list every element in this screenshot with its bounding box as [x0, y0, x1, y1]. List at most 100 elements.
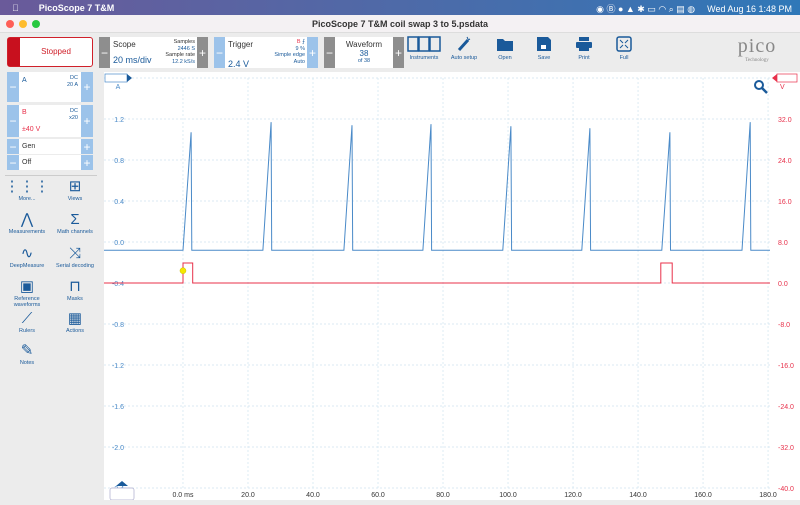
sidebar-item-label: More...: [18, 196, 35, 202]
left-axis-scale-box[interactable]: [105, 74, 127, 82]
app-menu[interactable]: PicoScope 7 T&M: [39, 3, 115, 13]
full-button[interactable]: Full: [604, 36, 644, 61]
save-label: Save: [538, 55, 551, 61]
sidebar-item-actions[interactable]: ▦Actions: [52, 310, 98, 334]
gen-state[interactable]: Off: [19, 155, 81, 170]
sidebar-item-serial-decoding[interactable]: ⤨Serial decoding: [52, 245, 98, 269]
right-axis-tick: -16.0: [778, 363, 794, 370]
channel-a-increase-button[interactable]: +: [81, 72, 93, 102]
x-axis-tick: 180.0: [759, 492, 777, 499]
right-axis-handle-icon[interactable]: [772, 74, 777, 82]
folder-icon: [496, 36, 514, 52]
channel-a-control: − A DC20 A +: [7, 72, 93, 102]
gen-state-decrease-button[interactable]: −: [7, 155, 19, 170]
zoom-icon[interactable]: [755, 81, 767, 93]
sidebar-item-reference-waveforms[interactable]: ▣Reference waveforms: [4, 278, 50, 308]
sidebar-item-label: Rulers: [19, 328, 35, 334]
clock[interactable]: Wed Aug 16 1:48 PM: [707, 4, 792, 14]
waveform-previous-button[interactable]: −: [324, 37, 335, 68]
time-ruler-box[interactable]: [110, 488, 134, 500]
waveform-total: of 38: [335, 58, 393, 64]
sidebar-item-masks[interactable]: ⊓Masks: [52, 278, 98, 302]
print-button[interactable]: Print: [564, 36, 604, 61]
instruments-label: Instruments: [410, 55, 439, 61]
rate-value: 12.2 kS/s: [165, 59, 195, 66]
right-axis-tick: 32.0: [778, 117, 792, 124]
trace-channel-b[interactable]: [104, 263, 770, 283]
maximize-button[interactable]: [32, 20, 40, 28]
gen-increase-button[interactable]: +: [81, 139, 93, 154]
right-axis-unit: V: [780, 84, 785, 91]
x-axis-tick: 0.0 ms: [172, 492, 194, 499]
save-button[interactable]: Save: [524, 36, 564, 61]
channel-b-decrease-button[interactable]: −: [7, 105, 19, 137]
x-axis-tick: 40.0: [306, 492, 320, 499]
right-axis-scale-box[interactable]: [777, 74, 797, 82]
run-status: Stopped: [41, 47, 71, 56]
trigger-level[interactable]: 2.4 V: [228, 59, 249, 69]
sidebar-item-math-channels[interactable]: ΣMath channels: [52, 211, 98, 235]
sidebar-item-label: Measurements: [9, 229, 45, 235]
waveform-current[interactable]: 38: [335, 49, 393, 58]
trigger-label: Trigger: [228, 40, 253, 49]
gen-decrease-button[interactable]: −: [7, 139, 19, 154]
minimize-button[interactable]: [19, 20, 27, 28]
sidebar-item-rulers[interactable]: ⟋Rulers: [4, 310, 50, 334]
x-axis-tick: 20.0: [241, 492, 255, 499]
status-icons[interactable]: ◉ Ⓑ ● ▲ ✱ ▭ ◠ ⌕ ▤ ◍: [596, 2, 695, 15]
left-axis-tick: -1.6: [112, 404, 124, 411]
channel-b-name[interactable]: B: [22, 109, 27, 116]
deepmeasure-icon: ∿: [4, 245, 50, 263]
ruler-handle-icon[interactable]: [116, 481, 128, 486]
timebase-value[interactable]: 20 ms/div: [113, 55, 152, 65]
divider: [5, 175, 97, 176]
fullscreen-icon: [616, 36, 632, 52]
trigger-marker[interactable]: [180, 268, 186, 274]
sidebar-item-more[interactable]: ⋮⋮⋮More...: [4, 178, 50, 202]
full-label: Full: [620, 55, 629, 61]
trigger-increase-button[interactable]: +: [307, 37, 318, 68]
waveform-next-button[interactable]: +: [393, 37, 404, 68]
sidebar-item-label: DeepMeasure: [10, 263, 45, 269]
x-axis-tick: 100.0: [499, 492, 517, 499]
auto-setup-button[interactable]: Auto setup: [444, 36, 484, 61]
notes-icon: ✎: [4, 342, 50, 360]
apple-icon[interactable]: : [12, 3, 19, 13]
instruments-icon: [407, 36, 441, 52]
channel-b-coupling[interactable]: DC: [69, 108, 78, 115]
trace-channel-a[interactable]: [104, 122, 770, 250]
close-button[interactable]: [6, 20, 14, 28]
sidebar-item-measurements[interactable]: ⋀Measurements: [4, 211, 50, 235]
channel-a-decrease-button[interactable]: −: [7, 72, 19, 102]
sidebar-item-deepmeasure[interactable]: ∿DeepMeasure: [4, 245, 50, 269]
sidebar-item-notes[interactable]: ✎Notes: [4, 342, 50, 366]
left-axis-tick: 0.0: [114, 240, 124, 247]
generator-control: − Gen +: [7, 139, 93, 154]
gen-name[interactable]: Gen: [19, 139, 81, 154]
right-axis-tick: -32.0: [778, 445, 794, 452]
channel-b-probe[interactable]: x20: [69, 115, 78, 122]
sigma-icon: Σ: [52, 211, 98, 229]
right-axis-tick: -40.0: [778, 486, 794, 493]
timebase-decrease-button[interactable]: −: [99, 37, 110, 68]
open-button[interactable]: Open: [485, 36, 525, 61]
print-icon: [575, 36, 593, 52]
run-stop-button[interactable]: Stopped: [7, 37, 93, 67]
timebase-increase-button[interactable]: +: [197, 37, 208, 68]
oscilloscope-chart[interactable]: 1.640.01.232.00.824.00.416.00.08.0-0.40.…: [104, 72, 800, 500]
scope-view[interactable]: 1.640.01.232.00.824.00.416.00.08.0-0.40.…: [104, 72, 800, 500]
instruments-button[interactable]: Instruments: [404, 36, 444, 61]
channel-a-name[interactable]: A: [22, 77, 27, 84]
sidebar-item-views[interactable]: ⊞Views: [52, 178, 98, 202]
channel-a-range[interactable]: 20 A: [67, 82, 78, 89]
left-axis-handle-icon[interactable]: [127, 74, 132, 82]
trigger-type[interactable]: Simple edge: [274, 52, 305, 59]
trigger-decrease-button[interactable]: −: [214, 37, 225, 68]
trigger-mode[interactable]: Auto: [274, 59, 305, 66]
trigger-channel[interactable]: B: [297, 39, 301, 45]
channel-b-range[interactable]: ±40 V: [22, 126, 40, 133]
wand-icon: [456, 36, 472, 52]
toolbar: Stopped − Scope 20 ms/div Samples 2446 S…: [0, 33, 800, 70]
gen-state-increase-button[interactable]: +: [81, 155, 93, 170]
channel-b-increase-button[interactable]: +: [81, 105, 93, 137]
